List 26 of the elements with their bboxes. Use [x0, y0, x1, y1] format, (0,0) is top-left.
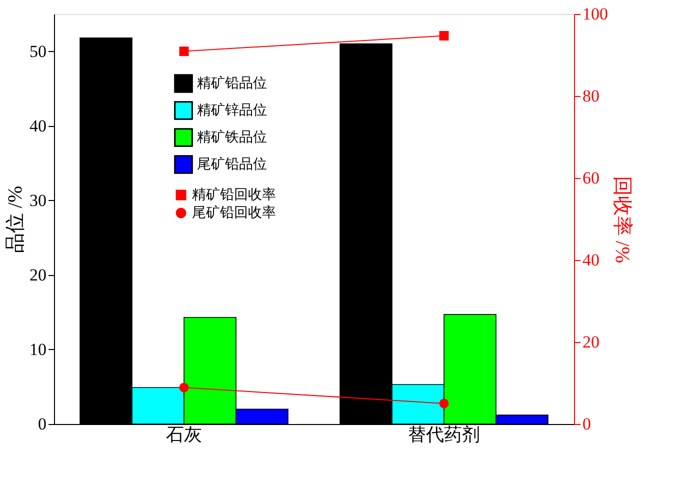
point — [179, 46, 189, 56]
x-tick-label: 替代药剂 — [408, 424, 480, 444]
y-tick-label: 50 — [30, 42, 46, 61]
point — [179, 382, 189, 392]
point — [439, 398, 449, 408]
legend-label: 尾矿铅品位 — [197, 156, 267, 172]
y-tick-label: 30 — [30, 190, 46, 210]
y2-tick-label: 40 — [582, 250, 600, 270]
y-tick-label: 20 — [30, 265, 46, 284]
y-tick-label: 40 — [30, 116, 46, 136]
legend-label: 尾矿铅回收率 — [192, 205, 276, 221]
legend-label: 精矿锌品位 — [197, 102, 267, 118]
y2-tick-label: 0 — [582, 414, 591, 434]
y-axis-title: 品位 /% — [4, 186, 26, 254]
y2-tick-label: 20 — [582, 332, 600, 352]
x-tick-label: 石灰 — [166, 424, 202, 444]
legend-label: 精矿铅品位 — [197, 76, 267, 92]
point — [439, 30, 449, 40]
legend-label: 精矿铅回收率 — [192, 187, 276, 203]
y-tick-label: 0 — [38, 414, 46, 434]
y2-tick-label: 60 — [582, 168, 600, 188]
y2-tick-label: 100 — [582, 4, 608, 24]
y-tick-label: 10 — [30, 340, 46, 359]
y2-axis-title: 回收率 /% — [611, 176, 633, 264]
y2-tick-label: 80 — [582, 86, 600, 106]
legend-label: 精矿铁品位 — [197, 130, 267, 146]
